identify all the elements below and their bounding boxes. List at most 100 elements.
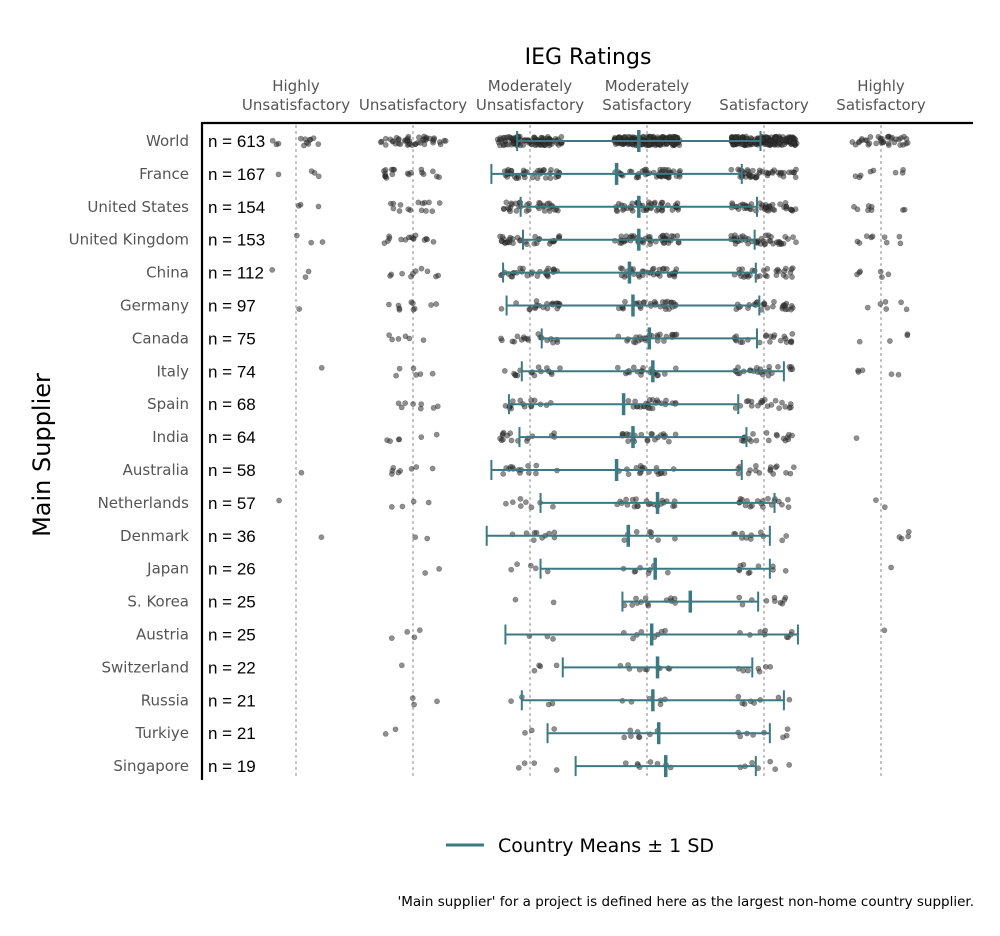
rating-point bbox=[411, 634, 418, 641]
rating-point bbox=[756, 200, 763, 207]
rating-point bbox=[621, 734, 628, 741]
rating-point bbox=[409, 695, 416, 701]
rating-point bbox=[648, 430, 655, 437]
rating-point bbox=[296, 306, 303, 312]
rating-point bbox=[386, 332, 392, 338]
rating-point bbox=[413, 464, 420, 470]
rating-point bbox=[533, 462, 540, 469]
rating-point bbox=[625, 471, 632, 478]
rating-point bbox=[614, 364, 621, 371]
rating-point bbox=[546, 208, 553, 214]
rating-point bbox=[660, 266, 666, 273]
rating-point bbox=[856, 338, 863, 345]
rating-point bbox=[774, 432, 780, 439]
rating-point bbox=[762, 663, 769, 670]
rating-point bbox=[868, 203, 875, 210]
rating-point bbox=[544, 365, 550, 371]
rating-point bbox=[421, 141, 428, 148]
rating-point bbox=[551, 529, 558, 536]
rating-point bbox=[663, 232, 670, 239]
rating-point bbox=[866, 140, 873, 147]
rating-point bbox=[416, 627, 423, 634]
country-label: Australia bbox=[123, 461, 189, 479]
rating-point bbox=[434, 698, 440, 705]
rating-point bbox=[670, 503, 676, 510]
rating-point bbox=[391, 166, 398, 173]
rating-point bbox=[776, 241, 782, 247]
rating-point bbox=[785, 504, 792, 510]
rating-point bbox=[771, 298, 777, 305]
rating-point bbox=[788, 306, 794, 313]
rating-point bbox=[269, 137, 276, 144]
gridlines bbox=[295, 125, 882, 781]
rating-point bbox=[429, 208, 436, 215]
rating-point bbox=[527, 306, 533, 312]
rating-point bbox=[773, 272, 780, 279]
rating-point bbox=[776, 268, 782, 275]
rating-point bbox=[741, 274, 747, 280]
rating-point bbox=[757, 240, 764, 247]
country-label: United States bbox=[87, 198, 189, 216]
country-label: France bbox=[139, 165, 189, 183]
rating-point bbox=[392, 140, 399, 147]
rating-point bbox=[507, 430, 514, 437]
footnote: 'Main supplier' for a project is defined… bbox=[397, 894, 974, 910]
rating-point bbox=[630, 364, 637, 371]
rating-point bbox=[318, 364, 325, 371]
x-tick-label: Highly bbox=[272, 77, 320, 95]
rating-point bbox=[770, 563, 776, 570]
rating-point bbox=[904, 332, 911, 339]
rating-point bbox=[738, 141, 745, 148]
rating-point bbox=[622, 298, 628, 305]
rating-point bbox=[867, 168, 874, 175]
rating-point bbox=[404, 137, 410, 144]
x-tick-label: Moderately bbox=[488, 77, 573, 95]
rating-point bbox=[790, 234, 796, 240]
rating-point bbox=[553, 168, 560, 174]
rating-point bbox=[424, 535, 431, 542]
rating-point bbox=[888, 564, 894, 571]
rating-point bbox=[435, 272, 442, 279]
rating-point bbox=[659, 199, 666, 206]
rating-point bbox=[776, 405, 782, 411]
rating-point bbox=[789, 432, 795, 439]
rating-point bbox=[786, 762, 793, 768]
rating-point bbox=[520, 265, 526, 272]
rating-point bbox=[657, 701, 664, 708]
rating-point bbox=[887, 338, 893, 344]
rating-point bbox=[733, 134, 740, 141]
rating-point bbox=[387, 200, 394, 207]
rating-point bbox=[509, 499, 516, 506]
rating-point bbox=[749, 173, 755, 179]
rating-point bbox=[750, 430, 756, 437]
rating-point bbox=[525, 206, 532, 213]
rating-point bbox=[556, 233, 563, 239]
rating-point bbox=[522, 729, 528, 736]
rating-point bbox=[853, 435, 860, 441]
rating-point bbox=[762, 333, 769, 340]
rating-point bbox=[642, 595, 649, 601]
rating-point bbox=[508, 200, 515, 207]
rating-point bbox=[788, 339, 795, 346]
rating-point bbox=[792, 174, 799, 181]
rating-point bbox=[406, 335, 413, 342]
rating-point bbox=[783, 533, 790, 539]
rating-point bbox=[764, 403, 771, 410]
rating-point bbox=[896, 233, 903, 240]
country-label: World bbox=[146, 132, 189, 150]
rating-point bbox=[497, 135, 504, 141]
rating-point bbox=[408, 169, 414, 176]
n-label: n = 57 bbox=[208, 494, 256, 513]
rating-point bbox=[629, 602, 636, 608]
rating-point bbox=[782, 567, 789, 574]
rating-point bbox=[398, 404, 405, 411]
rating-point bbox=[517, 237, 523, 244]
rating-point bbox=[767, 338, 773, 345]
n-label: n = 75 bbox=[208, 329, 256, 348]
rating-point bbox=[396, 208, 403, 214]
n-label: n = 21 bbox=[208, 691, 256, 710]
rating-point bbox=[420, 171, 427, 178]
rating-point bbox=[767, 758, 774, 765]
rating-point bbox=[628, 733, 634, 739]
rating-point bbox=[315, 141, 322, 147]
